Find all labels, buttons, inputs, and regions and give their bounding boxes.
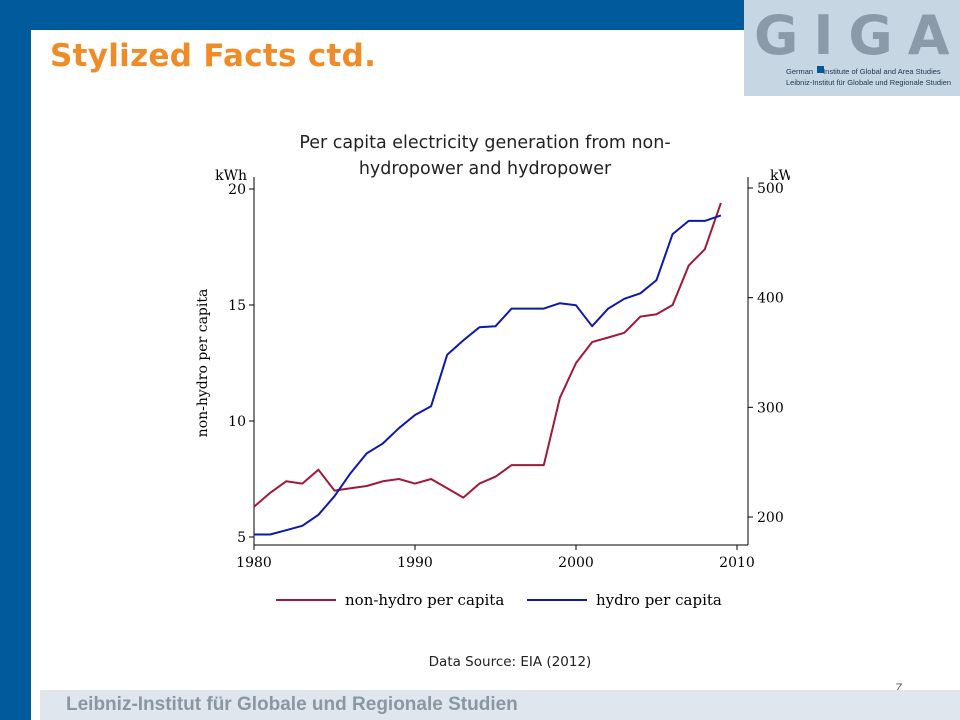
right-unit-label: kWh (770, 168, 790, 184)
top-brand-bar (31, 0, 744, 30)
logo-subtitle-1b: Institute of Global and Area Studies (823, 67, 941, 76)
chart-title: Per capita electricity generation from n… (250, 130, 720, 182)
logo-wordmark: GIGA (754, 4, 960, 67)
chart-title-line-2: hydropower and hydropower (358, 159, 612, 179)
x-tick-label: 2000 (558, 555, 594, 571)
line-chart: 5 10 15 20 200 300 400 500 1980 1990 2000 2010 kWh kW… (195, 168, 790, 609)
logo-subtitle-2: Leibniz-Institut für Globale und Regiona… (786, 78, 952, 87)
bar-divider (31, 30, 40, 720)
logo-square-icon (817, 66, 824, 73)
chart-title-line-1: Per capita electricity generation from n… (299, 133, 671, 153)
legend-label-non-hydro: non-hydro per capita (345, 591, 504, 609)
footer-bar: Leibniz-Institut für Globale und Regiona… (40, 690, 960, 720)
x-tick-label: 2010 (719, 555, 755, 571)
page-number: 7 (895, 681, 902, 695)
left-tick-label: 15 (228, 298, 246, 314)
right-tick-label: 200 (757, 510, 784, 526)
left-tick-label: 20 (228, 182, 246, 198)
hydro-series-line (254, 214, 722, 536)
slide-title: Stylized Facts ctd. (50, 38, 377, 74)
non-hydro-series-line (253, 202, 722, 508)
left-tick-label: 10 (228, 414, 246, 430)
right-tick-label: 300 (757, 400, 784, 416)
left-axis-title: non-hydro per capita (195, 289, 211, 438)
left-tick-label: 5 (237, 530, 246, 546)
legend-label-hydro: hydro per capita (596, 591, 722, 609)
x-tick-label: 1980 (236, 555, 272, 571)
giga-logo: GIGA German Institute of Global and Area … (744, 0, 960, 96)
footer-text: Leibniz-Institut für Globale und Regiona… (66, 694, 518, 715)
x-tick-label: 1990 (397, 555, 433, 571)
right-tick-label: 400 (757, 291, 784, 307)
data-source: Data Source: EIA (2012) (428, 654, 592, 670)
logo-subtitle-1a: German (786, 67, 814, 76)
left-brand-bar (0, 0, 31, 720)
logo-subtitle-1: German Institute of Global and Area Studi… (786, 67, 941, 76)
right-tick-label: 500 (757, 181, 784, 197)
left-unit-label: kWh (215, 168, 247, 184)
